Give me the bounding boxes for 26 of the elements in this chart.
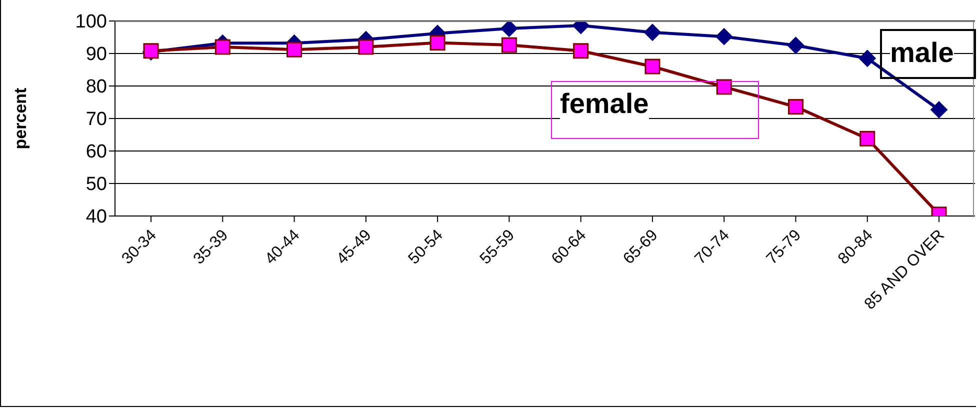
y-tick-label: 40 <box>86 206 107 228</box>
point <box>286 42 302 58</box>
point <box>430 35 446 51</box>
y-tick-label: 80 <box>86 76 107 98</box>
point <box>501 37 517 53</box>
point <box>716 28 733 46</box>
series-label: female <box>560 88 649 119</box>
point <box>500 21 518 37</box>
y-tick-label: 90 <box>86 44 107 66</box>
y-tick-label: 100 <box>75 12 107 33</box>
y-axis-title: percent <box>11 87 30 150</box>
point <box>358 39 374 55</box>
point <box>787 36 804 54</box>
point <box>644 24 661 41</box>
point <box>858 50 876 67</box>
point <box>573 43 589 59</box>
y-tick-label: 70 <box>86 109 107 130</box>
point <box>860 130 876 146</box>
point <box>716 79 732 95</box>
point <box>644 58 660 74</box>
point <box>788 99 804 115</box>
series-label: male <box>890 37 954 68</box>
y-tick-label: 60 <box>86 142 107 163</box>
point <box>930 101 948 118</box>
y-tick-label: 50 <box>86 174 107 196</box>
point <box>214 39 230 55</box>
